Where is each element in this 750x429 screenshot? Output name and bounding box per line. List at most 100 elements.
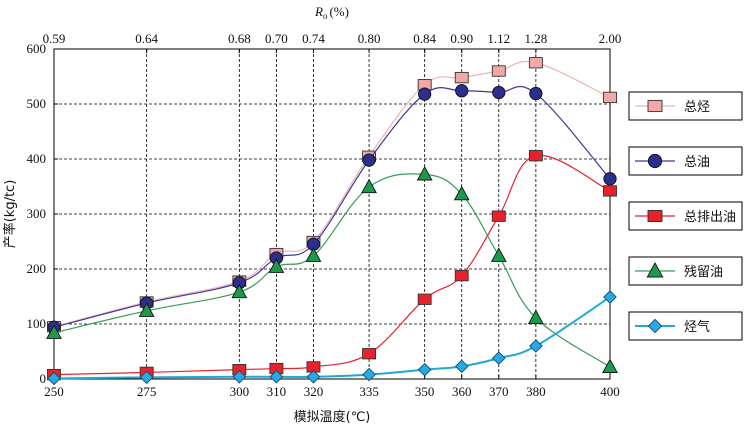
top-tick-label-4: 0.74 [302,31,325,46]
legend-label-3: 残留油 [684,265,723,280]
series-4-point-3 [269,369,284,384]
series-4-point-2 [232,369,247,384]
series-2-point-10 [603,185,617,197]
series-4-point-6 [417,362,432,377]
x-tick-label-5: 335 [359,384,379,399]
series-1-point-5 [362,153,376,167]
y-tick-label-2: 200 [27,261,47,276]
legend-item-4: 烃气 [628,311,743,341]
x-tick-label-2: 300 [230,384,250,399]
legend-item-2: 总排出油 [628,201,743,231]
legend-item-1: 总油 [628,146,743,176]
y-axis-title: 产率(kg/tc) [2,180,18,249]
legend-marker-4 [647,318,663,334]
top-tick-label-2: 0.68 [228,31,251,46]
x-tick-label-4: 320 [304,384,324,399]
series-3-point-4 [305,247,322,262]
y-tick-label-5: 500 [27,96,47,111]
series-0-point-8 [491,65,506,77]
series-line-3 [53,173,611,368]
series-3-point-5 [361,178,377,194]
top-tick-label-6: 0.84 [413,31,436,46]
legend-label-0: 总烃 [684,100,710,115]
top-tick-label-0: 0.59 [43,31,66,46]
series-2-point-5 [362,348,377,360]
x-tick-label-6: 350 [415,384,435,399]
series-4-point-9 [529,339,543,353]
series-0-point-7 [454,71,469,84]
series-line-1 [53,85,611,328]
legend-label-2: 总排出油 [684,210,736,225]
series-1-point-10 [603,172,617,186]
top-tick-label-8: 1.12 [487,31,510,46]
top-axis-title: Ro (%) [314,4,349,21]
x-tick-label-1: 275 [137,384,157,399]
legend-label-1: 总油 [684,155,710,170]
series-2-point-6 [417,293,432,305]
legend-marker-1 [647,153,663,169]
x-tick-label-7: 360 [452,384,472,399]
top-tick-label-9: 1.28 [524,31,547,46]
x-tick-label-3: 310 [267,384,287,399]
y-tick-label-3: 300 [27,206,47,221]
legend-label-4: 烃气 [684,319,710,335]
series-4-point-4 [306,369,321,384]
top-tick-label-1: 0.64 [135,31,158,46]
series-1-point-7 [455,84,469,98]
y-tick-label-0: 0 [40,371,47,386]
series-2-point-8 [491,210,506,222]
x-tick-label-9: 380 [526,384,546,399]
y-tick-label-1: 100 [27,316,47,331]
legend-item-3: 残留油 [628,256,743,286]
series-3-point-3 [268,258,285,273]
legend-box-4 [628,311,743,341]
series-0-point-10 [603,91,617,104]
x-axis-title: 模拟温度(℃) [294,409,371,425]
y-tick-label-4: 400 [27,151,47,166]
series-line-2 [53,154,611,376]
x-tick-label-8: 370 [489,384,509,399]
series-3-point-2 [231,283,248,299]
grid-layer [54,49,610,379]
series-1-point-9 [529,86,543,101]
legend-marker-3 [646,262,664,278]
series-2-point-7 [454,269,469,282]
top-axis-symbol: R [314,4,323,19]
series-3-point-9 [527,309,544,325]
top-tick-label-10: 2.00 [599,31,622,46]
axis-layer: 250 275 300 310 320 335 350 360 370 380 400 0.59 0.6… [27,31,622,399]
series-4 [47,290,617,386]
series-3-point-6 [416,165,433,181]
top-tick-label-7: 0.90 [450,31,473,46]
legend-item-0: 总烃 [628,91,743,121]
series-0-point-9 [528,57,543,69]
series-3 [46,165,618,373]
series-1-point-6 [418,87,432,101]
series-4-point-1 [139,370,154,385]
series-line-0 [53,61,611,328]
series-0 [47,57,617,333]
series-3-point-1 [138,302,155,317]
series-line-4 [53,296,611,380]
x-tick-label-10: 400 [600,384,620,399]
y-tick-label-6: 600 [27,41,47,56]
series-1 [47,84,617,334]
series-4-point-5 [362,367,376,382]
top-tick-label-3: 0.70 [265,31,288,46]
series-3-point-8 [490,247,507,262]
series-4-point-7 [454,359,469,374]
top-tick-label-5: 0.80 [358,31,381,46]
series-3-point-7 [453,185,470,201]
series-4-point-8 [491,351,506,365]
top-axis-unit: (%) [329,4,349,19]
series-4-point-0 [47,371,61,386]
legend-marker-2 [647,209,663,223]
series-4-point-10 [603,290,617,304]
legend-marker-0 [647,99,663,113]
x-tick-label-0: 250 [44,384,64,399]
series-3-point-0 [46,324,62,339]
series-2-point-9 [528,150,543,162]
top-axis-subscript: o [323,11,328,21]
